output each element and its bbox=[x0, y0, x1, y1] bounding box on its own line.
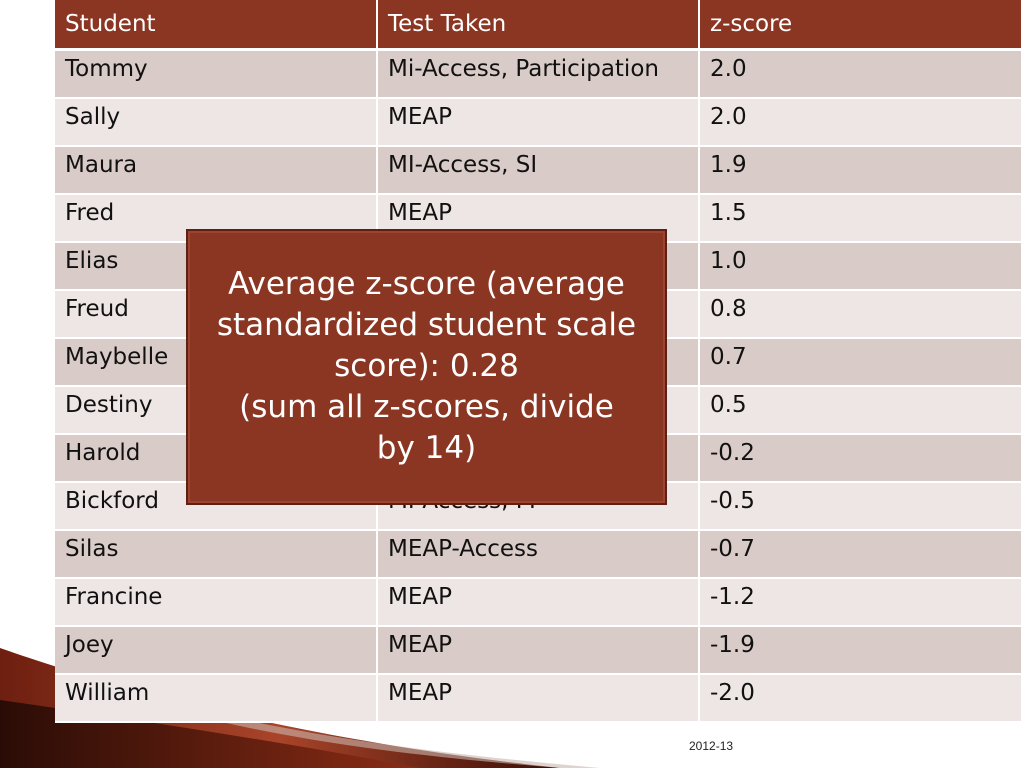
cell-test-taken: MI-Access, SI bbox=[377, 145, 700, 195]
cell-test-taken: MEAP bbox=[377, 577, 700, 627]
cell-z-score: -1.9 bbox=[699, 625, 1021, 675]
cell-student: Joey bbox=[55, 625, 378, 675]
cell-student: Tommy bbox=[55, 49, 378, 99]
callout-line: standardized student scale bbox=[216, 307, 637, 343]
cell-z-score: 2.0 bbox=[699, 97, 1021, 147]
callout-line: by 14) bbox=[376, 430, 477, 466]
cell-z-score: 0.5 bbox=[699, 385, 1021, 435]
cell-z-score: -0.5 bbox=[699, 481, 1021, 531]
table-header-row: Student Test Taken z-score bbox=[55, 0, 1021, 51]
cell-test-taken: MEAP bbox=[377, 97, 700, 147]
cell-test-taken: MEAP bbox=[377, 625, 700, 675]
cell-z-score: 1.5 bbox=[699, 193, 1021, 243]
cell-z-score: 0.8 bbox=[699, 289, 1021, 339]
cell-z-score: -0.2 bbox=[699, 433, 1021, 483]
cell-z-score: -0.7 bbox=[699, 529, 1021, 579]
cell-z-score: 1.0 bbox=[699, 241, 1021, 291]
cell-z-score: -1.2 bbox=[699, 577, 1021, 627]
cell-student: Silas bbox=[55, 529, 378, 579]
table-row: Francine MEAP -1.2 bbox=[55, 577, 1021, 627]
table-row: Joey MEAP -1.9 bbox=[55, 625, 1021, 675]
cell-test-taken: MEAP bbox=[377, 673, 700, 723]
cell-student: Maura bbox=[55, 145, 378, 195]
cell-z-score: 2.0 bbox=[699, 49, 1021, 99]
header-z-score: z-score bbox=[699, 0, 1021, 51]
cell-test-taken: Mi-Access, Participation bbox=[377, 49, 700, 99]
table-row: William MEAP -2.0 bbox=[55, 673, 1021, 723]
table-row: Sally MEAP 2.0 bbox=[55, 97, 1021, 147]
cell-student: William bbox=[55, 673, 378, 723]
cell-student: Sally bbox=[55, 97, 378, 147]
cell-test-taken: MEAP-Access bbox=[377, 529, 700, 579]
callout-line: Average z-score (average bbox=[228, 266, 625, 302]
table-row: Silas MEAP-Access -0.7 bbox=[55, 529, 1021, 579]
callout-line: score): 0.28 bbox=[334, 348, 519, 384]
average-zscore-callout: Average z-score (average standardized st… bbox=[186, 229, 667, 505]
table-row: Tommy Mi-Access, Participation 2.0 bbox=[55, 49, 1021, 99]
cell-z-score: 1.9 bbox=[699, 145, 1021, 195]
cell-z-score: 0.7 bbox=[699, 337, 1021, 387]
table-row: Maura MI-Access, SI 1.9 bbox=[55, 145, 1021, 195]
cell-z-score: -2.0 bbox=[699, 673, 1021, 723]
header-test-taken: Test Taken bbox=[377, 0, 700, 51]
footer-year: 2012-13 bbox=[689, 739, 734, 753]
header-student: Student bbox=[55, 0, 378, 51]
cell-student: Francine bbox=[55, 577, 378, 627]
callout-line: (sum all z-scores, divide bbox=[239, 389, 614, 425]
